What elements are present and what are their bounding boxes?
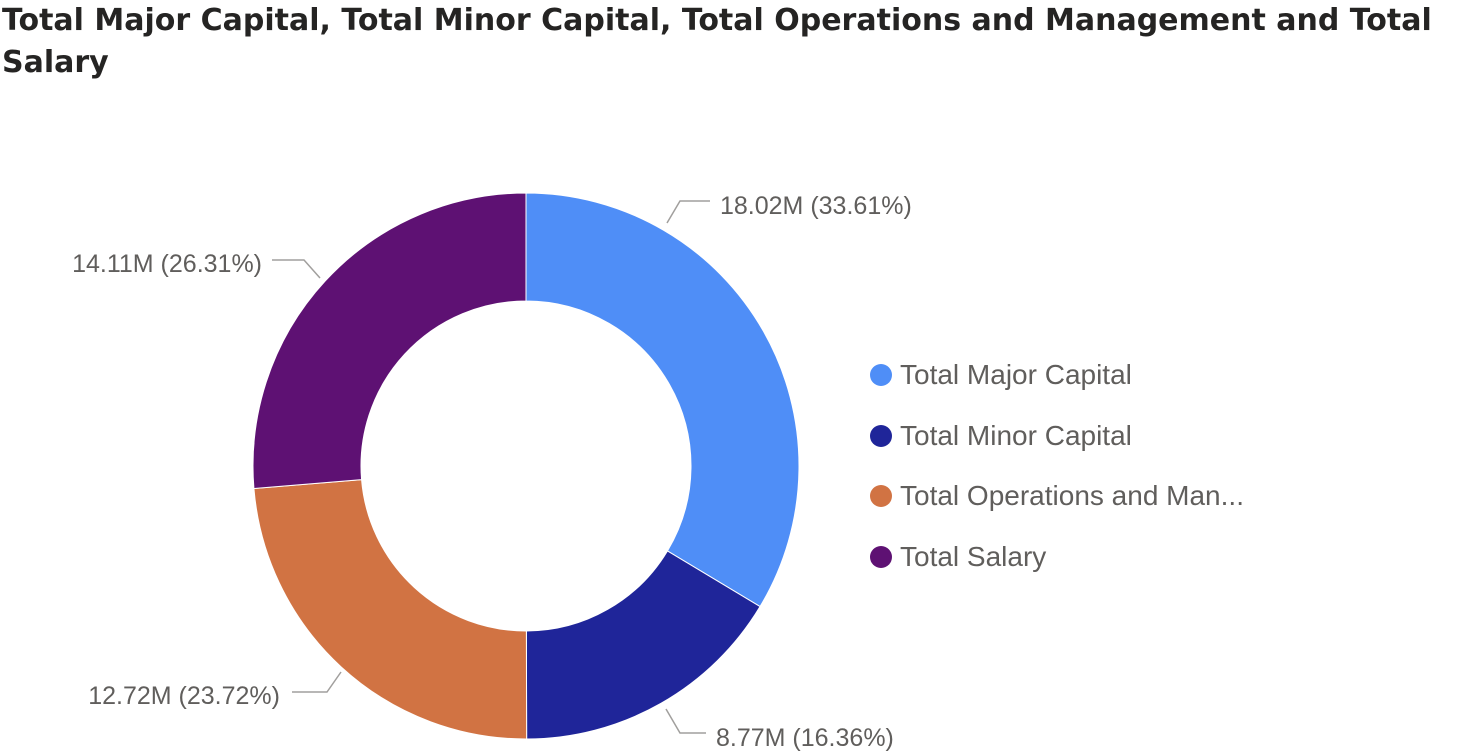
legend-label: Total Salary	[900, 540, 1047, 572]
legend-label: Total Minor Capital	[900, 419, 1132, 451]
legend-marker	[870, 424, 892, 447]
data-label: 8.77M (16.36%)	[716, 724, 894, 751]
donut-slices	[252, 192, 800, 740]
legend-marker	[870, 545, 892, 568]
donut-slice-total-minor-capital[interactable]	[525, 550, 761, 740]
chart-legend: Total Major Capital Total Minor Capital To…	[870, 345, 1244, 587]
legend-marker	[870, 364, 892, 387]
data-label: 12.72M (23.72%)	[88, 682, 280, 710]
leader-line	[272, 259, 321, 279]
donut-slice-total-operations-and-management[interactable]	[253, 479, 528, 740]
leader-line	[665, 708, 706, 734]
legend-label: Total Operations and Man...	[900, 480, 1244, 512]
legend-label: Total Major Capital	[900, 359, 1132, 391]
leader-lines	[272, 200, 710, 734]
legend-item[interactable]: Total Operations and Man...	[870, 466, 1244, 527]
leader-line	[292, 671, 342, 693]
leader-line	[666, 200, 710, 224]
legend-item[interactable]: Total Salary	[870, 527, 1244, 588]
legend-marker	[870, 485, 892, 508]
donut-slice-total-major-capital[interactable]	[525, 192, 800, 608]
data-label: 14.11M (26.31%)	[72, 250, 262, 278]
donut-slice-total-salary[interactable]	[252, 192, 527, 490]
data-labels: 18.02M (33.61%) 8.77M (16.36%) 12.72M (23.…	[72, 192, 912, 751]
legend-item[interactable]: Total Minor Capital	[870, 406, 1244, 467]
chart-title: Total Major Capital, Total Minor Capital…	[2, 3, 1432, 80]
legend-item[interactable]: Total Major Capital	[870, 345, 1244, 406]
data-label: 18.02M (33.61%)	[720, 192, 912, 220]
